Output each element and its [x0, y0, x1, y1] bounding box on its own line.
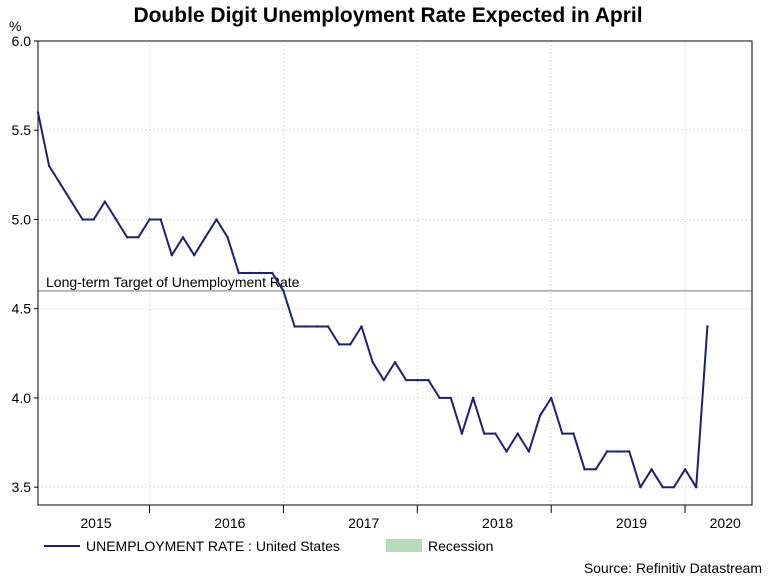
data-point — [271, 271, 274, 275]
x-tick-label: 2016 — [214, 515, 245, 531]
data-point — [661, 486, 664, 489]
legend-label-unemployment-rate: UNEMPLOYMENT RATE : United States — [86, 538, 340, 554]
data-point — [315, 325, 319, 328]
data-point — [371, 361, 374, 364]
data-point — [460, 432, 464, 435]
data-point — [628, 450, 631, 453]
data-point — [293, 325, 296, 328]
data-point — [594, 468, 597, 471]
data-point — [393, 361, 397, 364]
data-point — [416, 378, 419, 382]
data-point — [695, 486, 698, 489]
data-point — [148, 218, 151, 221]
data-point — [616, 450, 620, 453]
x-tick-label: 2018 — [482, 515, 513, 531]
data-point — [505, 450, 508, 453]
data-point — [259, 271, 263, 275]
data-point — [193, 254, 196, 257]
y-axis-unit: % — [9, 18, 21, 34]
data-point — [561, 432, 564, 435]
y-tick-label: 5.0 — [12, 211, 32, 227]
data-point — [215, 218, 218, 221]
data-point — [114, 218, 118, 221]
data-point — [81, 218, 84, 221]
data-point — [159, 218, 162, 221]
data-point — [349, 343, 352, 346]
data-point — [226, 236, 229, 239]
plot-frame — [37, 40, 753, 506]
data-point — [683, 468, 687, 471]
data-point — [338, 343, 341, 346]
data-point — [639, 486, 642, 489]
y-tick-label: 3.5 — [12, 479, 32, 495]
series-points — [36, 111, 709, 489]
data-point — [92, 218, 95, 221]
data-point — [204, 236, 207, 239]
data-point — [404, 378, 408, 382]
data-point — [550, 396, 553, 400]
data-point — [103, 200, 107, 203]
data-point — [36, 111, 40, 114]
data-point — [326, 325, 330, 328]
data-point — [427, 378, 430, 382]
data-point — [650, 468, 653, 471]
series-line-unemployment-rate — [37, 112, 709, 489]
legend: UNEMPLOYMENT RATE : United States Recess… — [44, 538, 493, 554]
data-point — [471, 396, 475, 400]
legend-swatch-recession — [386, 539, 422, 552]
data-point — [449, 396, 452, 400]
data-point — [706, 325, 709, 328]
data-point — [538, 414, 542, 417]
y-tick-label: 4.5 — [12, 301, 32, 317]
data-point — [47, 164, 51, 168]
x-tick-label: 2017 — [348, 515, 379, 531]
data-point — [181, 236, 185, 239]
data-point — [438, 396, 441, 400]
reference-line-label: Long-term Target of Unemployment Rate — [46, 274, 300, 290]
y-tick-label: 4.0 — [12, 390, 32, 406]
data-point — [137, 236, 140, 239]
y-axis: 3.5 4.0 4.5 5.0 5.5 6.0 — [12, 33, 38, 495]
x-tick-label: 2019 — [616, 515, 647, 531]
data-point — [605, 450, 609, 453]
data-point — [572, 432, 575, 435]
data-point — [583, 468, 586, 471]
x-tick-label: 2020 — [710, 515, 741, 531]
data-point — [126, 236, 129, 239]
data-point — [59, 182, 62, 185]
legend-label-recession: Recession — [428, 538, 493, 554]
data-point — [304, 325, 307, 328]
data-point — [70, 200, 73, 203]
data-point — [360, 325, 363, 328]
y-tick-label: 5.5 — [12, 122, 32, 138]
data-point — [483, 432, 486, 435]
y-tick-label: 6.0 — [12, 33, 32, 49]
x-axis: 2015 2016 2017 2018 2019 2020 — [80, 505, 741, 531]
chart-title: Double Digit Unemployment Rate Expected … — [133, 4, 642, 27]
data-point — [494, 432, 497, 435]
source-note: Source: Refinitiv Datastream — [584, 560, 762, 576]
data-point — [672, 486, 676, 489]
data-point — [516, 432, 519, 435]
data-point — [170, 254, 173, 257]
data-point — [282, 289, 285, 292]
data-point — [248, 271, 252, 275]
data-point — [237, 271, 240, 275]
x-tick-label: 2015 — [80, 515, 111, 531]
data-point — [527, 450, 531, 453]
data-point — [382, 378, 385, 382]
